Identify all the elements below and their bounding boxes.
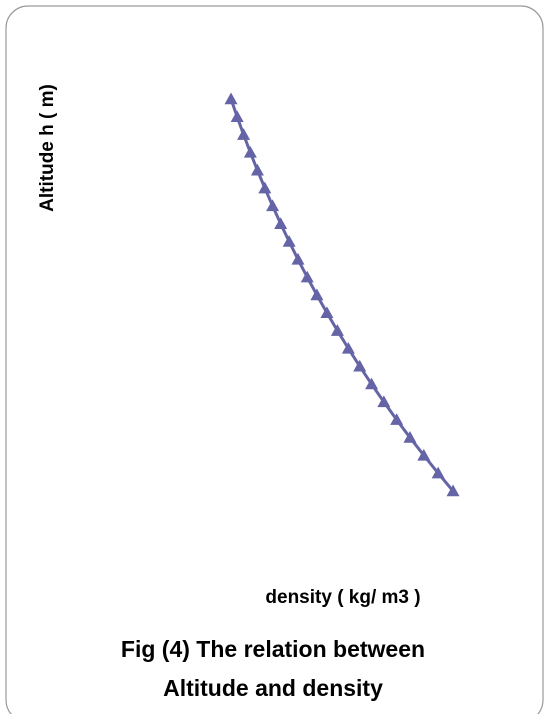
data-marker	[224, 92, 238, 105]
data-marker	[390, 413, 404, 425]
data-marker	[403, 431, 417, 443]
chart-frame	[5, 5, 544, 719]
data-marker	[282, 235, 296, 247]
caption-line: Altitude and density	[163, 675, 383, 701]
data-marker	[300, 270, 314, 283]
data-marker	[377, 395, 391, 408]
data-marker	[250, 163, 264, 176]
data-marker	[417, 448, 431, 461]
data-marker	[291, 252, 305, 265]
data-marker	[353, 359, 367, 372]
data-marker	[258, 181, 272, 194]
data-marker	[365, 377, 379, 390]
data-marker	[230, 110, 244, 123]
data-marker	[320, 306, 334, 319]
data-marker	[266, 199, 280, 212]
data-marker	[446, 484, 460, 497]
data-marker	[431, 466, 445, 479]
data-marker	[274, 217, 288, 229]
data-marker	[310, 288, 324, 301]
y-axis-label: Altitude h ( m)	[37, 84, 58, 212]
data-marker	[243, 145, 257, 158]
data-marker	[237, 128, 251, 140]
x-axis-label: density ( kg/ m3 )	[265, 587, 420, 608]
data-marker	[341, 341, 355, 354]
data-marker	[330, 324, 344, 336]
caption-line: Fig (4) The relation between	[121, 636, 425, 662]
